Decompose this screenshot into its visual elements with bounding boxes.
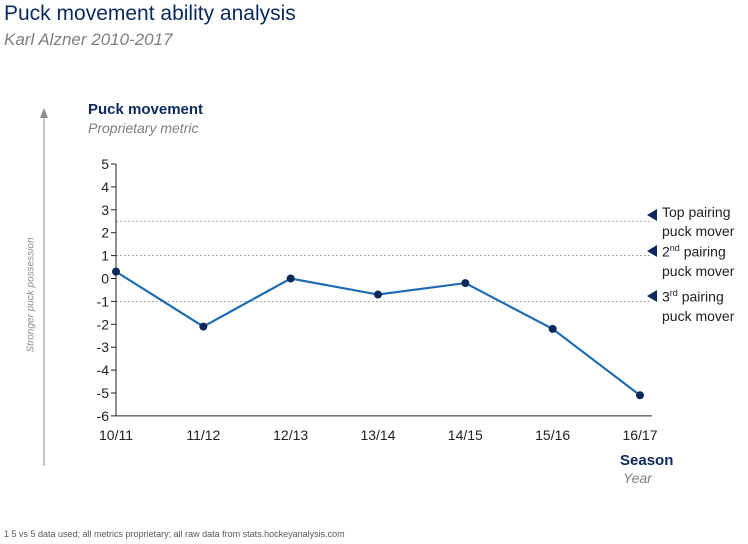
y-tick-label: -2 [97,316,110,332]
y-tick-label: -3 [97,339,110,355]
chart-title: Puck movement ability analysis [4,2,296,25]
ref-label-top-line1: Top pairing [662,204,731,220]
data-point [286,274,295,283]
ref-label-top-pairing: Top pairing puck mover [647,203,735,241]
ref-label-3rd-line2: puck mover [662,307,735,324]
ref-label-2nd-sup: nd [669,243,680,253]
x-tick-label: 11/12 [186,427,220,443]
x-tick-label: 10/11 [99,427,133,443]
data-point [548,324,557,333]
x-tick-label: 15/16 [535,427,570,443]
y-tick-label: 1 [101,248,109,264]
ref-label-3rd-num: 3 [662,288,670,305]
y-tick-label: 3 [101,202,109,218]
y-axis-subtitle: Proprietary metric [88,120,199,136]
side-arrow-head [40,108,48,118]
y-tick-label: -6 [97,408,110,424]
ref-marker-2nd-pairing [647,245,657,257]
x-axis-subtitle: Year [623,470,652,486]
ref-label-2nd-pairing: 2nd pairing puck mover [647,239,735,281]
x-tick-label: 13/14 [360,427,395,443]
data-point [374,290,382,299]
y-tick-label: 0 [101,271,109,287]
y-tick-label: 4 [101,179,109,195]
reference-lines [116,220,652,302]
y-tick-label: -1 [97,293,110,309]
ref-label-2nd-line2: puck mover [662,262,735,279]
y-axis-title: Puck movement [88,101,204,118]
data-point [461,279,470,288]
y-tick-label: -4 [97,362,110,378]
ref-label-3rd-pairing: 3rd pairing puck mover [647,284,735,326]
footnote: 1 5 vs 5 data used; all metrics propriet… [4,529,345,539]
y-tick-label: 2 [101,225,109,241]
data-point [199,322,208,331]
ref-marker-top-pairing [647,209,657,221]
ref-label-3rd-sup: rd [669,288,678,298]
ref-label-2nd-num: 2 [662,243,670,260]
ref-label-3rd-rest: pairing [677,288,724,305]
y-tick-label: 5 [101,156,109,172]
x-tick-label: 14/15 [448,427,483,443]
chart-subtitle: Karl Alzner 2010-2017 [4,30,173,49]
x-tick-label: 16/17 [622,427,657,443]
data-point [636,391,644,400]
ref-label-top-line2: puck mover [662,223,735,239]
x-tick-label: 12/13 [273,427,308,443]
y-tick-label: -5 [97,385,110,401]
series-line [115,270,641,397]
side-arrow [40,108,48,466]
ref-label-2nd-rest: pairing [679,243,726,260]
axes: 5 4 3 2 1 0 -1 -2 -3 -4 -5 -6 10/11 11/12 12/13 13/14 14… [97,156,658,443]
series [112,267,644,400]
ref-marker-3rd-pairing [647,290,657,302]
data-point [112,267,120,276]
x-axis-title: Season [620,452,674,469]
